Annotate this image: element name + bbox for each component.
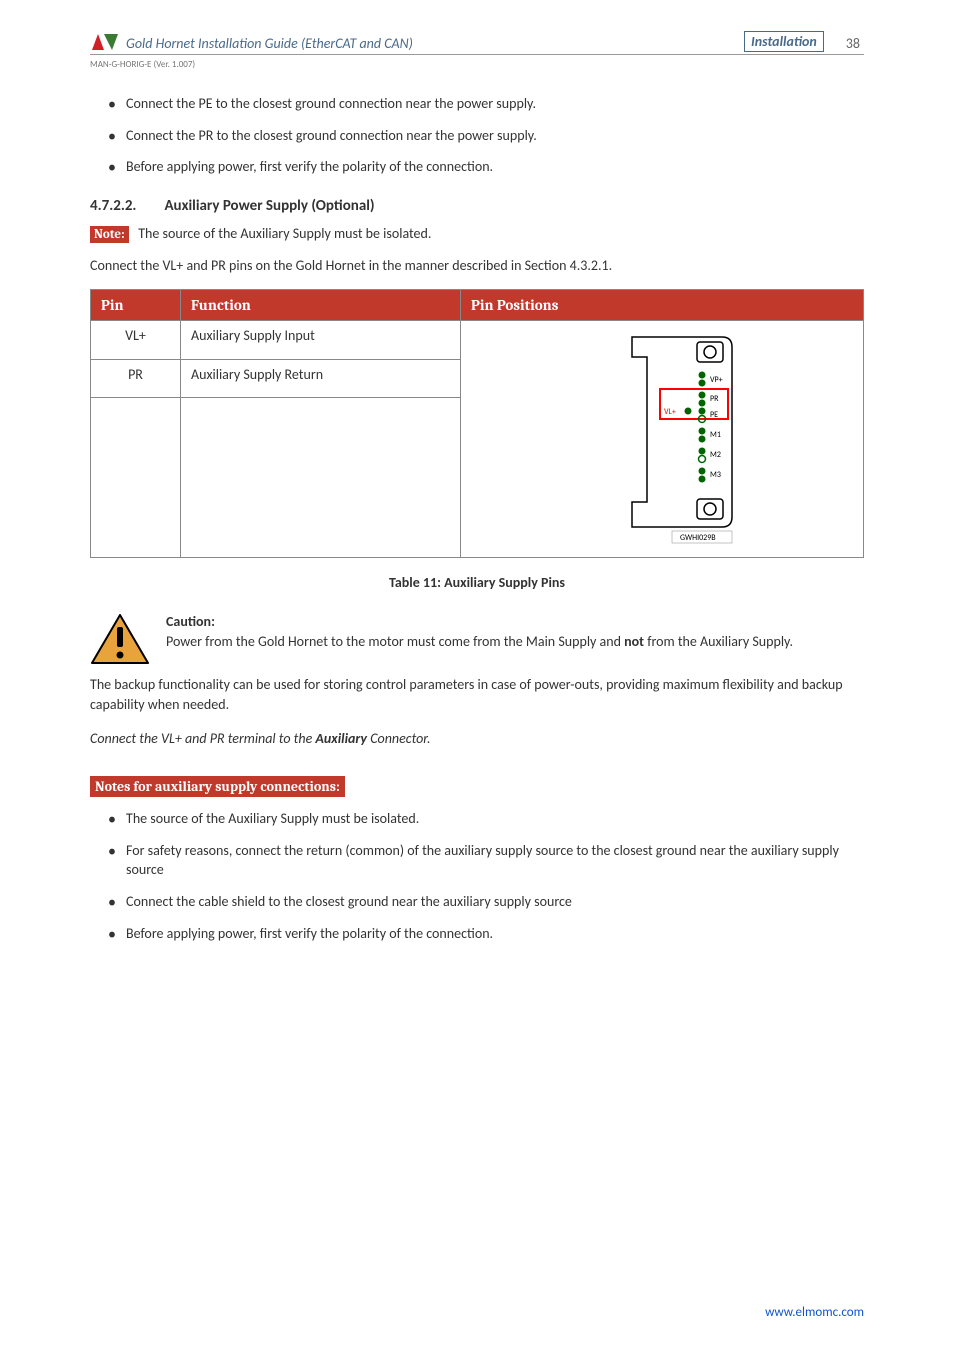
table-caption: Table 11: Auxiliary Supply Pins — [90, 574, 864, 591]
page-header: Gold Hornet Installation Guide (EtherCAT… — [90, 30, 864, 55]
table-header-positions: Pin Positions — [461, 290, 864, 321]
caution-title: Caution: — [166, 613, 793, 630]
caution-body-suffix: from the Auxiliary Supply. — [644, 633, 793, 650]
doc-reference: MAN-G-HORIG-E (Ver. 1.007) — [90, 59, 864, 70]
svg-text:M3: M3 — [710, 470, 721, 480]
svg-text:GWHI029B: GWHI029B — [680, 533, 716, 543]
caution-text: Caution: Power from the Gold Hornet to t… — [166, 613, 793, 652]
pin-positions-diagram: VP+ PR PE VL+ M1 — [461, 321, 864, 558]
list-item: Connect the PE to the closest ground con… — [108, 94, 864, 114]
table-header-pin: Pin — [91, 290, 181, 321]
svg-text:PR: PR — [710, 394, 719, 404]
section-number: 4.7.2.2. — [90, 197, 136, 215]
connect-terminal-suffix: Connector. — [367, 730, 430, 747]
svg-text:VP+: VP+ — [710, 375, 723, 385]
svg-text:VL+: VL+ — [664, 407, 676, 417]
table-cell-pin: VL+ — [91, 321, 181, 360]
list-item: Before applying power, first verify the … — [108, 157, 864, 177]
table-cell-function: Auxiliary Supply Return — [181, 359, 461, 398]
svg-text:M1: M1 — [710, 430, 721, 440]
section-heading: 4.7.2.2. Auxiliary Power Supply (Optiona… — [90, 197, 864, 215]
list-item: Before applying power, first verify the … — [108, 924, 864, 944]
header-section-tag: Installation — [744, 31, 824, 52]
aux-bullet-list: The source of the Auxiliary Supply must … — [90, 809, 864, 943]
pin-table: Pin Function Pin Positions VL+ Auxiliary… — [90, 289, 864, 558]
connect-terminal-bold: Auxiliary — [315, 730, 367, 747]
connect-terminal-prefix: Connect the VL+ and PR terminal to the — [90, 730, 315, 747]
table-header-function: Function — [181, 290, 461, 321]
caution-body-bold: not — [624, 633, 644, 650]
table-cell-function: Auxiliary Supply Input — [181, 321, 461, 360]
page-number: 38 — [842, 35, 864, 52]
connect-terminal-line: Connect the VL+ and PR terminal to the A… — [90, 729, 864, 749]
note-badge: Note: — [90, 226, 129, 243]
section-title: Auxiliary Power Supply (Optional) — [164, 197, 374, 215]
table-cell-pin: PR — [91, 359, 181, 398]
logo — [90, 30, 120, 52]
note-text: The source of the Auxiliary Supply must … — [138, 225, 431, 242]
footer-link[interactable]: www.elmomc.com — [765, 1305, 864, 1320]
warning-icon — [90, 613, 150, 669]
note-line: Note: The source of the Auxiliary Supply… — [90, 225, 864, 242]
caution-body-prefix: Power from the Gold Hornet to the motor … — [166, 633, 624, 650]
aux-notes-heading: Notes for auxiliary supply connections: — [90, 776, 345, 797]
top-bullet-list: Connect the PE to the closest ground con… — [90, 94, 864, 177]
connect-paragraph: Connect the VL+ and PR pins on the Gold … — [90, 256, 864, 276]
table-cell-empty — [91, 398, 181, 558]
list-item: Connect the cable shield to the closest … — [108, 892, 864, 912]
header-title: Gold Hornet Installation Guide (EtherCAT… — [126, 35, 738, 52]
svg-text:PE: PE — [710, 410, 718, 420]
caution-block: Caution: Power from the Gold Hornet to t… — [90, 613, 864, 669]
list-item: For safety reasons, connect the return (… — [108, 841, 864, 880]
svg-text:M2: M2 — [710, 450, 721, 460]
table-cell-empty — [181, 398, 461, 558]
list-item: Connect the PR to the closest ground con… — [108, 126, 864, 146]
backup-paragraph: The backup functionality can be used for… — [90, 675, 864, 714]
list-item: The source of the Auxiliary Supply must … — [108, 809, 864, 829]
